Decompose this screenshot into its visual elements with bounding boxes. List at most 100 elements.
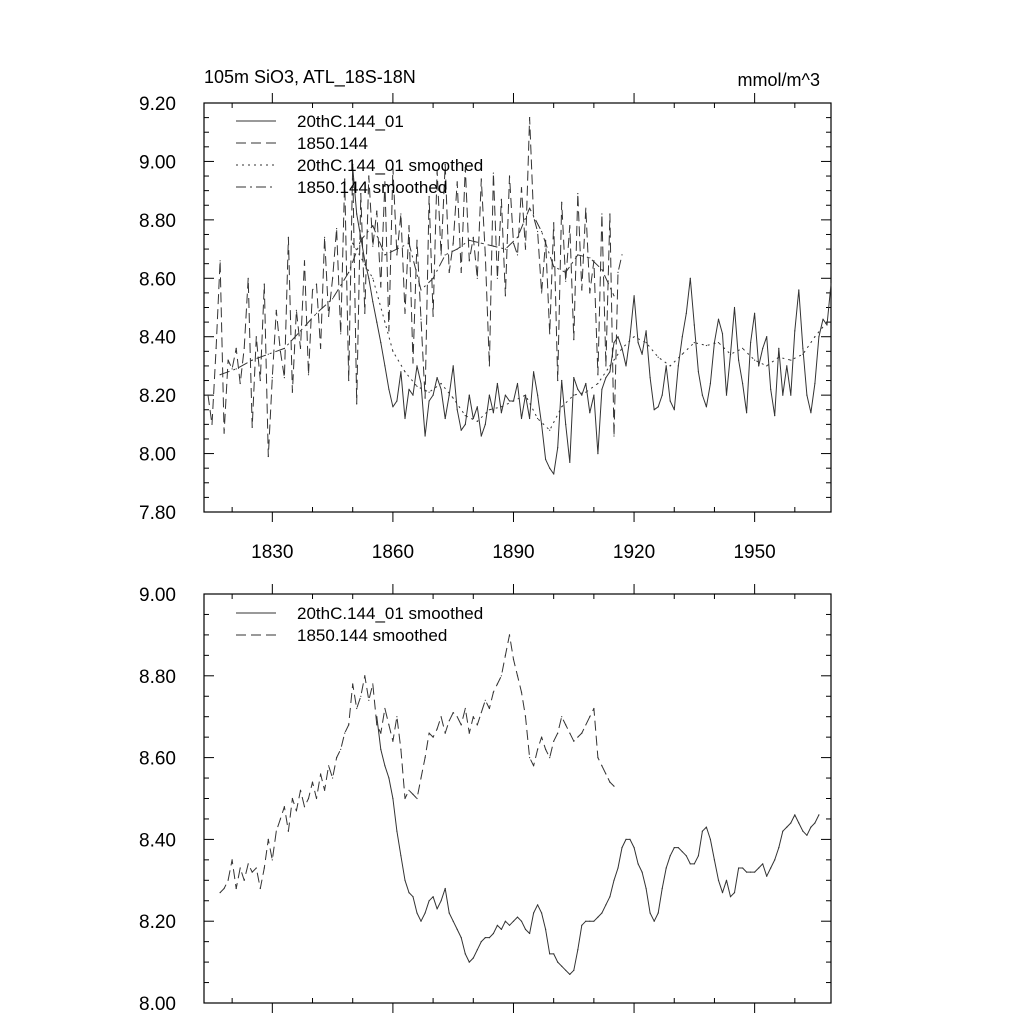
series-1-point	[271, 859, 273, 861]
series-0-point	[798, 289, 800, 291]
series-0-point	[597, 453, 599, 455]
series-1-point	[496, 683, 498, 685]
series-1-point	[581, 732, 583, 734]
series-1-point	[320, 773, 322, 775]
series-0-point	[448, 912, 450, 914]
series-0-point	[721, 333, 724, 335]
series-1-point	[537, 230, 539, 233]
legend-label-1: 1850.144	[297, 134, 368, 153]
series-1-point	[512, 242, 515, 244]
series-0-point	[818, 814, 820, 816]
series-1-point	[573, 339, 575, 341]
series-1-point	[500, 675, 502, 677]
series-1-point	[488, 707, 490, 710]
series-1-point	[356, 707, 358, 710]
series-3-point	[613, 295, 615, 297]
series-1-point	[263, 867, 265, 869]
series-0-point	[766, 336, 768, 338]
series-3-point	[360, 239, 362, 241]
series-1-point	[412, 793, 414, 796]
series-1-point	[376, 724, 378, 726]
series-0-point	[717, 318, 720, 320]
series-1-point	[585, 207, 587, 209]
series-1-point	[259, 887, 261, 890]
series-0-point	[420, 920, 422, 922]
series-1-point	[500, 198, 502, 200]
series-0-point	[360, 236, 362, 238]
series-1-point	[235, 347, 237, 349]
series-1-point	[597, 374, 599, 376]
series-1-point	[259, 379, 261, 382]
series-0-point	[384, 365, 386, 367]
series-1-point	[476, 724, 478, 726]
series-1-point	[504, 295, 506, 297]
series-1-point	[251, 426, 253, 428]
series-0-point	[412, 896, 414, 898]
series-1-point	[283, 806, 285, 808]
series-1-point	[569, 732, 571, 734]
series-0-point	[452, 920, 454, 922]
series-1-point	[287, 236, 289, 238]
series-3-point	[529, 207, 531, 209]
series-0-point	[404, 417, 406, 420]
series-0-point	[444, 417, 446, 420]
series-0-point	[685, 855, 687, 857]
series-0-point	[641, 353, 643, 355]
series-0-point	[573, 969, 575, 971]
series-0-point	[549, 953, 551, 955]
series-1-point	[529, 117, 531, 119]
series-0-point	[601, 912, 603, 914]
series-1-point	[480, 178, 482, 180]
series-0-point	[806, 394, 808, 396]
series-0-point	[810, 826, 812, 828]
series-1-point	[533, 765, 535, 767]
series-2-point	[352, 242, 354, 244]
series-2-point	[729, 353, 732, 355]
series-1-point	[328, 765, 330, 767]
series-1-point	[332, 777, 334, 779]
series-2-point	[573, 394, 575, 396]
series-0-point	[384, 765, 386, 767]
series-1-point	[324, 789, 326, 791]
series-0-point	[637, 863, 639, 865]
series-0-point	[653, 409, 655, 411]
series-0-point	[754, 312, 756, 314]
series-1-point	[416, 239, 418, 241]
x-tick-label: 1920	[613, 542, 655, 563]
series-0-point	[746, 871, 748, 873]
series-0-point	[464, 423, 466, 425]
series-0-point	[806, 834, 808, 836]
series-0-point	[496, 382, 498, 385]
series-1-point	[303, 260, 306, 262]
series-1-point	[380, 732, 382, 734]
series-0-point	[681, 851, 683, 853]
series-1-point	[340, 333, 342, 335]
series-0-point	[770, 867, 772, 869]
series-1-point	[311, 289, 314, 291]
series-1-point	[352, 683, 354, 685]
series-0-point	[758, 365, 760, 367]
series-3-point	[251, 359, 253, 361]
series-3-point	[396, 248, 398, 250]
series-0-point	[364, 260, 366, 262]
series-1-point	[348, 379, 350, 382]
series-2-point	[669, 365, 671, 367]
series-0-point	[444, 887, 446, 890]
series-1-point	[565, 724, 567, 726]
series-0-point	[585, 382, 587, 385]
series-0-point	[661, 887, 663, 890]
series-1-point	[432, 736, 434, 738]
y-tick-label: 8.20	[139, 386, 176, 407]
series-0-point	[705, 826, 708, 828]
series-2-point	[464, 415, 466, 417]
series-0-point	[545, 458, 547, 460]
series-0-point	[758, 867, 760, 869]
series-0-point	[380, 748, 382, 751]
series-1-point	[520, 691, 523, 693]
series-0-point	[428, 400, 430, 402]
series-0-point	[577, 949, 579, 951]
series-0-point	[653, 920, 655, 922]
series-0-point	[516, 382, 519, 385]
x-tick-label: 1830	[251, 542, 293, 563]
